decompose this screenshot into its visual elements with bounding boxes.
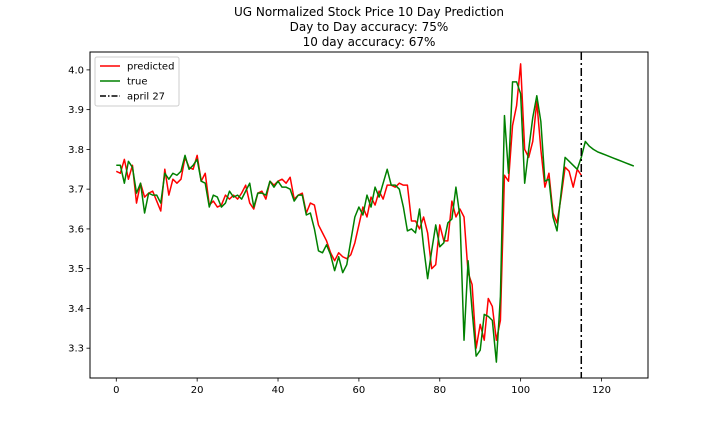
chart-title-line-1: UG Normalized Stock Price 10 Day Predict… xyxy=(234,5,504,19)
y-tick-label: 4.0 xyxy=(68,65,84,76)
y-tick-label: 3.8 xyxy=(68,145,84,156)
x-tick-label: 100 xyxy=(511,385,530,396)
x-tick-label: 40 xyxy=(272,385,285,396)
axes: 0 20 40 60 80 100 120 3.3 3.4 3.5 3.6 3.7 3.8 3.9 4.0 xyxy=(68,51,649,396)
y-tick-label: 3.5 xyxy=(68,264,84,275)
plot-area xyxy=(115,52,635,378)
x-tick-label: 20 xyxy=(191,385,204,396)
legend-frame xyxy=(94,56,180,107)
y-tick-label: 3.6 xyxy=(68,224,84,235)
y-tick-label: 3.4 xyxy=(68,304,84,315)
legend-label-april-27: april 27 xyxy=(127,92,165,103)
axes-frame xyxy=(89,51,649,379)
y-tick-label: 3.3 xyxy=(68,344,84,355)
x-tick-label: 0 xyxy=(113,385,119,396)
series-line-true xyxy=(116,81,635,363)
x-tick-label: 60 xyxy=(353,385,366,396)
y-tick-label: 3.7 xyxy=(68,185,84,196)
legend-label-true: true xyxy=(127,77,148,88)
legend-label-predicted: predicted xyxy=(127,62,174,73)
legend: predicted true april 27 xyxy=(94,56,180,107)
y-tick-label: 3.9 xyxy=(68,105,84,116)
chart-title-line-2: Day to Day accuracy: 75% xyxy=(290,20,449,34)
x-tick-label: 120 xyxy=(592,385,611,396)
chart-title-line-3: 10 day accuracy: 67% xyxy=(303,35,436,49)
x-tick-label: 80 xyxy=(433,385,446,396)
